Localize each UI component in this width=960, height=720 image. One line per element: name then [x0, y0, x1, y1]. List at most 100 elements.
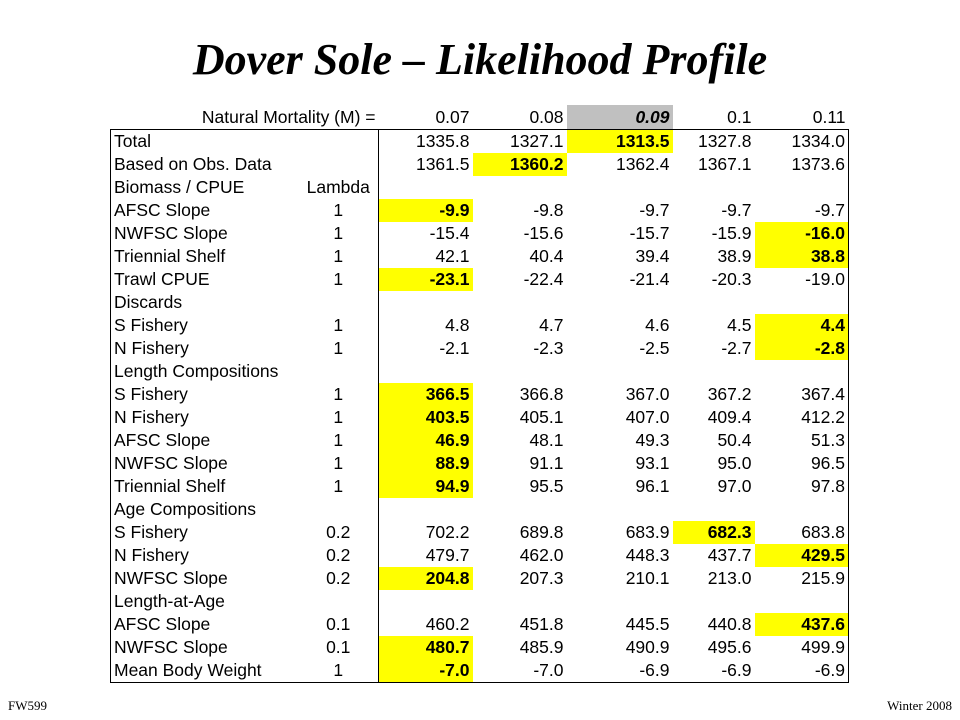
table-row: N Fishery 1 403.5 405.1 407.0 409.4 412.2	[110, 406, 849, 429]
value-cell: 96.5	[754, 452, 849, 475]
value-cell: -19.0	[754, 268, 849, 291]
value-cell: -15.7	[629, 223, 670, 243]
slide-title: Dover Sole – Likelihood Profile	[192, 35, 768, 84]
value-cell: 490.9	[625, 637, 670, 657]
table-row: N Fishery 0.2 479.7 462.0 448.3 437.7 429.5	[110, 544, 849, 567]
value-cell: 683.9	[625, 522, 670, 542]
row-label: NWFSC Slope	[110, 222, 299, 245]
table-row: S Fishery 1 366.5 366.8 367.0 367.2 367.4	[110, 383, 849, 406]
value-cell	[379, 176, 473, 199]
header-value: 0.08	[529, 106, 564, 127]
row-label: S Fishery	[110, 383, 299, 406]
value-cell: -2.3	[533, 338, 564, 358]
row-label: NWFSC Slope	[110, 567, 299, 590]
value-cell: 1361.5	[415, 154, 470, 174]
value-cell	[754, 291, 849, 314]
value-cell: 448.3	[625, 545, 670, 565]
row-lambda: 1	[298, 406, 379, 429]
row-label: Discards	[110, 291, 299, 314]
row-label: Trawl CPUE	[110, 268, 299, 291]
value-cell: 213.0	[707, 568, 752, 588]
value-cell: 4.4	[754, 314, 849, 337]
value-cell: 4.8	[445, 315, 470, 335]
row-label: AFSC Slope	[110, 429, 299, 452]
value-cell: -9.9	[378, 199, 473, 222]
value-cell	[567, 291, 673, 314]
value-cell	[754, 360, 849, 383]
value-cell: 93.1	[635, 453, 670, 473]
value-cell	[473, 176, 567, 199]
row-label: AFSC Slope	[110, 199, 299, 222]
row-lambda: 0.2	[298, 544, 379, 567]
value-cell: 403.5	[378, 406, 473, 429]
footer-term: Winter 2008	[887, 698, 952, 713]
row-lambda	[298, 590, 379, 613]
value-cell	[379, 291, 473, 314]
value-cell: 97.8	[754, 475, 849, 498]
table-row: Length-at-Age	[110, 590, 849, 613]
table-row: Discards	[110, 291, 849, 314]
header-row: Natural Mortality (M) = 0.07 0.08 0.09 0…	[111, 105, 849, 130]
value-cell	[673, 498, 755, 521]
value-cell: 39.4	[635, 246, 670, 266]
row-lambda	[298, 291, 379, 314]
table-row: Biomass / CPUE Lambda	[110, 176, 849, 199]
value-cell: 1327.8	[672, 129, 755, 153]
row-label: Mean Body Weight	[110, 659, 299, 683]
value-cell: 51.3	[754, 429, 849, 452]
value-cell: 210.1	[625, 568, 670, 588]
row-lambda: 1	[298, 383, 379, 406]
value-cell: 4.7	[539, 315, 564, 335]
value-cell: 479.7	[425, 545, 470, 565]
table-row: Mean Body Weight 1 -7.0 -7.0 -6.9 -6.9 -6.9	[110, 659, 849, 683]
value-cell: -7.0	[472, 659, 567, 683]
value-cell: 367.4	[754, 383, 849, 406]
table-row: NWFSC Slope 1 88.9 91.1 93.1 95.0 96.5	[110, 452, 849, 475]
value-cell: 485.9	[519, 637, 564, 657]
row-label: Triennial Shelf	[110, 475, 299, 498]
row-label: S Fishery	[110, 314, 299, 337]
value-cell: -23.1	[378, 268, 473, 291]
header-value: 0.1	[727, 106, 752, 127]
table-row: Triennial Shelf 1 94.9 95.5 96.1 97.0 97.8	[110, 475, 849, 498]
value-cell: 429.5	[754, 544, 849, 567]
row-lambda: 1	[298, 429, 379, 452]
value-cell: 366.5	[378, 383, 473, 406]
value-cell: 367.0	[625, 384, 670, 404]
value-cell: 1367.1	[697, 154, 752, 174]
value-cell: 683.8	[754, 521, 849, 544]
likelihood-profile-table: Natural Mortality (M) = 0.07 0.08 0.09 0…	[110, 105, 849, 683]
table-row: Total 1335.8 1327.1 1313.5 1327.8 1334.0	[110, 129, 849, 153]
value-cell: 38.9	[717, 246, 752, 266]
value-cell	[379, 360, 473, 383]
value-cell: 480.7	[378, 636, 473, 659]
value-cell: 409.4	[707, 407, 752, 427]
row-lambda: 1	[298, 314, 379, 337]
header-label: Natural Mortality (M) =	[201, 106, 376, 127]
value-cell: 95.5	[529, 476, 564, 496]
header-value: 0.07	[435, 106, 470, 127]
table-row: NWFSC Slope 1 -15.4 -15.6 -15.7 -15.9 -16.0	[110, 222, 849, 245]
value-cell: -2.1	[439, 338, 470, 358]
value-cell: 407.0	[625, 407, 670, 427]
value-cell: 97.0	[717, 476, 752, 496]
row-lambda: 1	[298, 199, 379, 222]
row-lambda	[298, 498, 379, 521]
row-lambda: 0.1	[298, 613, 379, 636]
row-label: Length Compositions	[110, 360, 299, 383]
table-row: Triennial Shelf 1 42.1 40.4 39.4 38.9 38.8	[110, 245, 849, 268]
value-cell: -6.9	[566, 659, 673, 683]
row-lambda	[298, 360, 379, 383]
value-cell: 440.8	[707, 614, 752, 634]
value-cell: 215.9	[754, 567, 849, 590]
row-label: Biomass / CPUE	[110, 176, 299, 199]
header-value: 0.11	[812, 106, 846, 127]
value-cell: 437.6	[754, 613, 849, 636]
value-cell	[379, 498, 473, 521]
footer-course: FW599	[8, 698, 47, 713]
value-cell: 1373.6	[754, 153, 849, 176]
table-row: Trawl CPUE 1 -23.1 -22.4 -21.4 -20.3 -19.0	[110, 268, 849, 291]
row-lambda	[298, 153, 379, 176]
row-label: Age Compositions	[110, 498, 299, 521]
value-cell: -7.0	[378, 659, 473, 683]
